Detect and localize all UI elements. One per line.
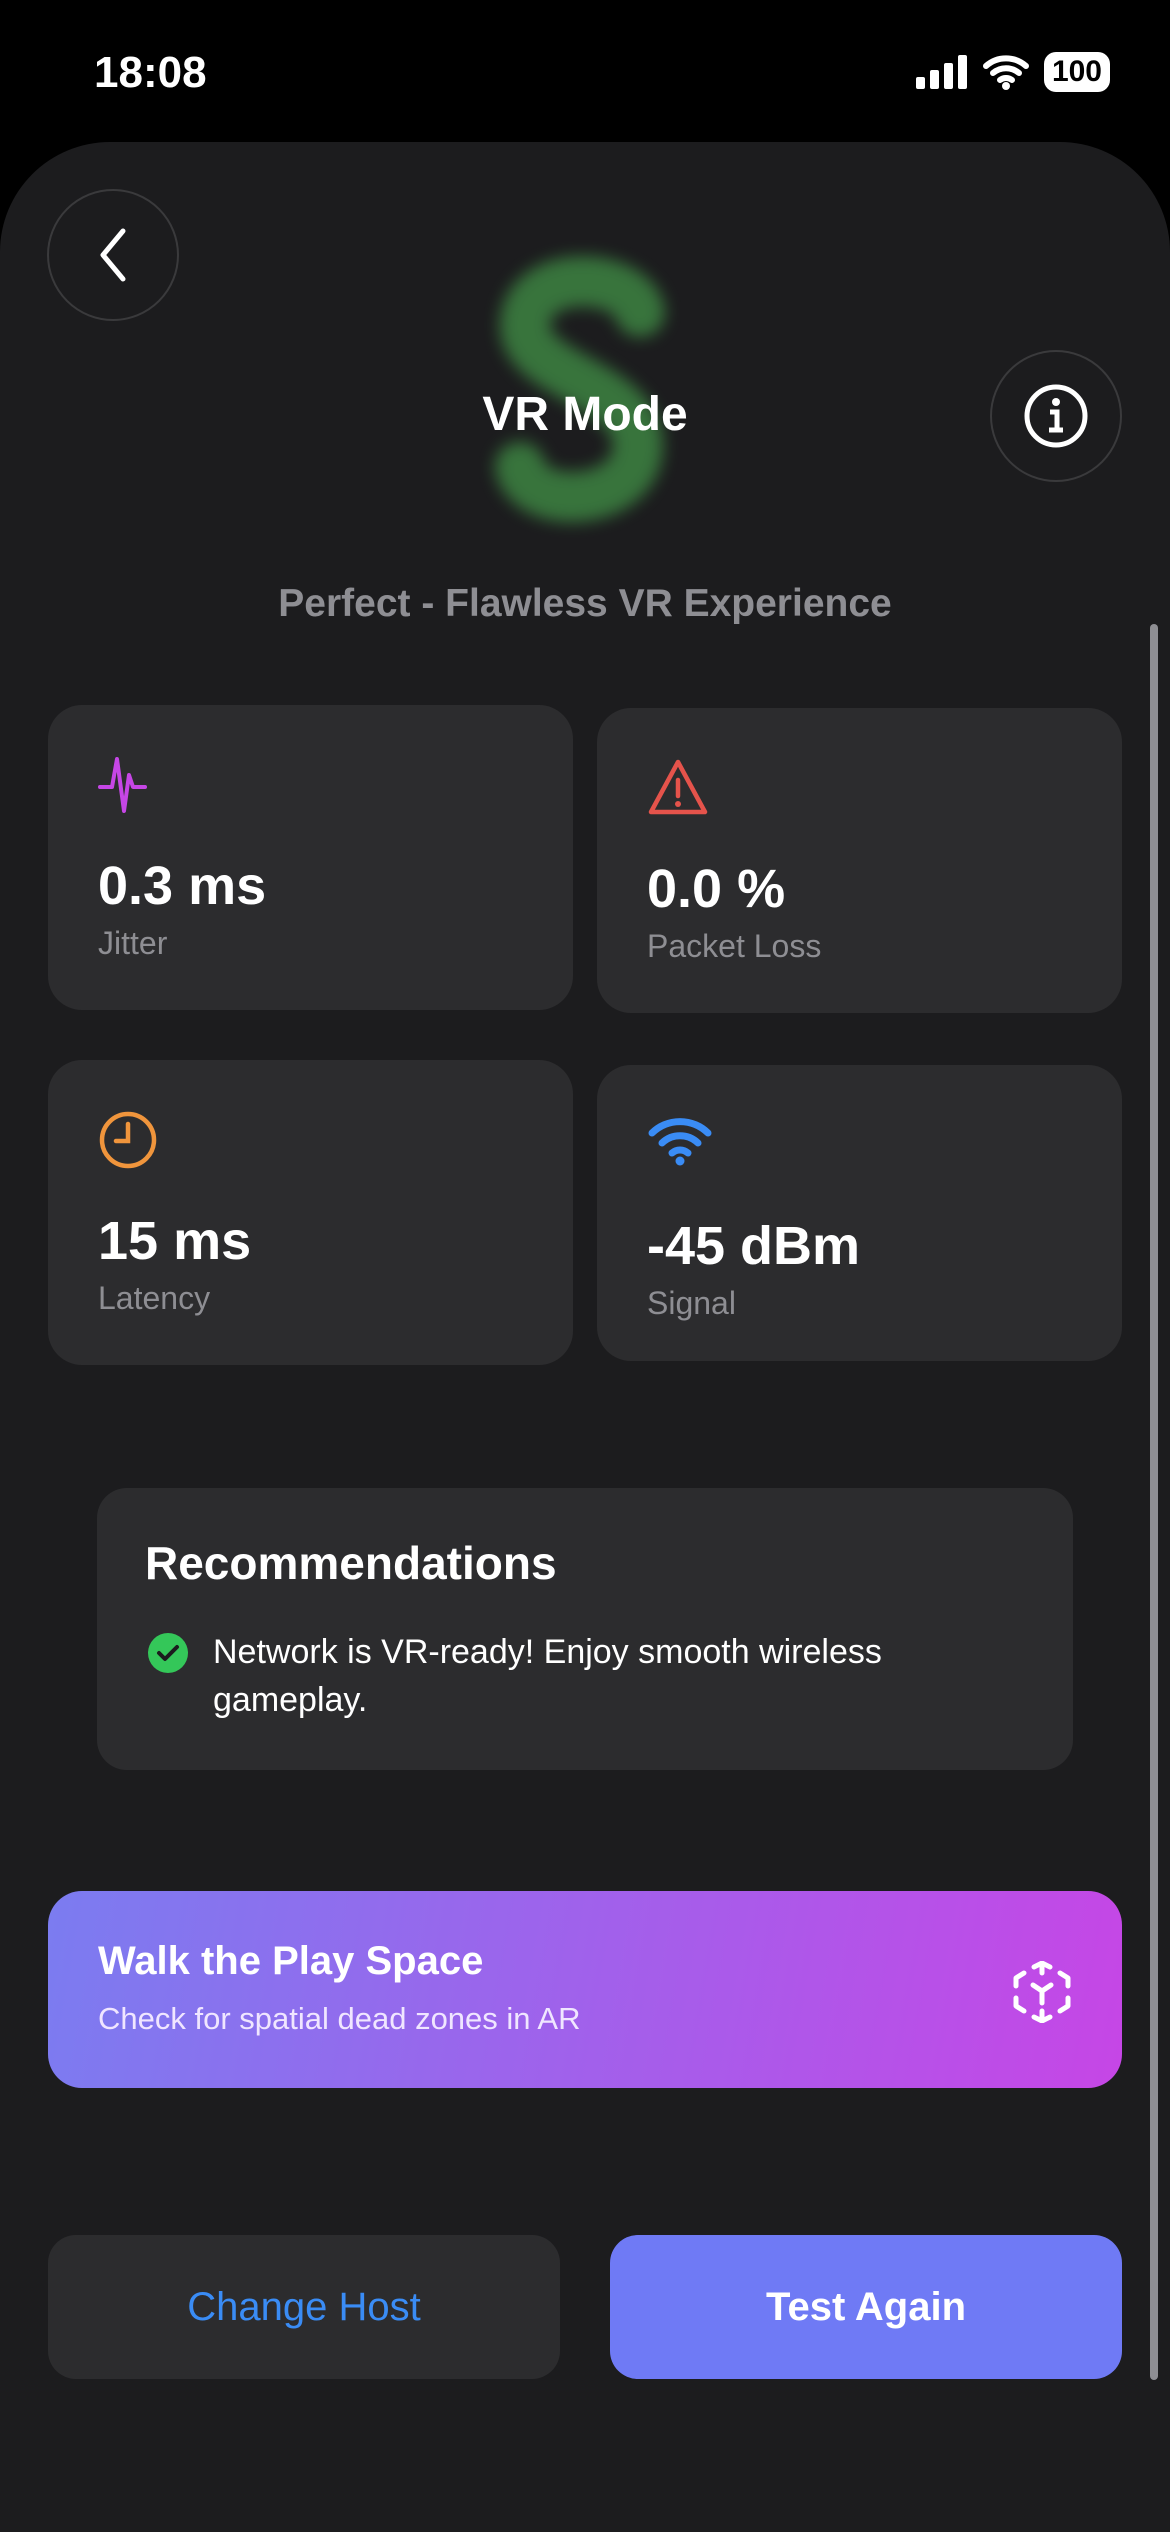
metric-card-signal: -45 dBm Signal — [597, 1065, 1122, 1361]
status-time: 18:08 — [94, 48, 207, 97]
info-button[interactable] — [990, 350, 1122, 482]
banner-subtitle: Check for spatial dead zones in AR — [98, 2001, 581, 2036]
scrollbar[interactable] — [1150, 624, 1158, 2380]
wifi-icon — [648, 1118, 712, 1166]
metric-label: Jitter — [98, 925, 168, 961]
recommendation-text: Network is VR-ready! Enjoy smooth wirele… — [213, 1633, 882, 1719]
recommendations-title: Recommendations — [145, 1537, 557, 1589]
check-circle-icon — [148, 1633, 188, 1673]
metric-value: -45 dBm — [647, 1216, 861, 1276]
metric-card-latency: 15 ms Latency — [48, 1060, 573, 1365]
metric-card-packet-loss: 0.0 % Packet Loss — [597, 708, 1122, 1013]
waveform-icon — [98, 757, 147, 813]
clock-icon — [99, 1111, 157, 1169]
cellular-signal-icon — [915, 55, 967, 89]
app-logo — [495, 256, 665, 522]
metric-label: Packet Loss — [647, 928, 822, 964]
metric-value: 15 ms — [98, 1211, 252, 1271]
wifi-status-icon — [982, 55, 1029, 90]
recommendations-panel: Recommendations Network is VR-ready! Enj… — [97, 1488, 1073, 1770]
test-again-button[interactable]: Test Again — [610, 2235, 1122, 2379]
page-title: VR Mode — [482, 388, 688, 441]
recommendation-item: Network is VR-ready! Enjoy smooth wirele… — [147, 1628, 947, 1724]
metric-label: Latency — [98, 1280, 211, 1316]
metric-label: Signal — [647, 1285, 736, 1321]
status-bar: 18:08 100 — [0, 0, 1170, 140]
metric-card-jitter: 0.3 ms Jitter — [48, 705, 573, 1010]
metric-value: 0.3 ms — [98, 856, 267, 916]
metric-value: 0.0 % — [647, 859, 786, 919]
info-icon — [1024, 384, 1088, 448]
banner-title: Walk the Play Space — [98, 1939, 484, 1983]
back-button[interactable] — [47, 189, 179, 321]
warning-triangle-icon — [648, 759, 708, 815]
change-host-button[interactable]: Change Host — [48, 2235, 560, 2379]
walk-play-space-banner[interactable]: Walk the Play Space Check for spatial de… — [48, 1891, 1122, 2088]
quality-subtitle: Perfect - Flawless VR Experience — [278, 582, 892, 625]
ar-cube-icon — [1013, 1961, 1071, 2023]
battery-indicator: 100 — [1043, 52, 1110, 92]
chevron-left-icon — [100, 228, 126, 282]
vr-mode-sheet: VR Mode Perfect - Flawless VR Experience… — [0, 142, 1170, 2532]
